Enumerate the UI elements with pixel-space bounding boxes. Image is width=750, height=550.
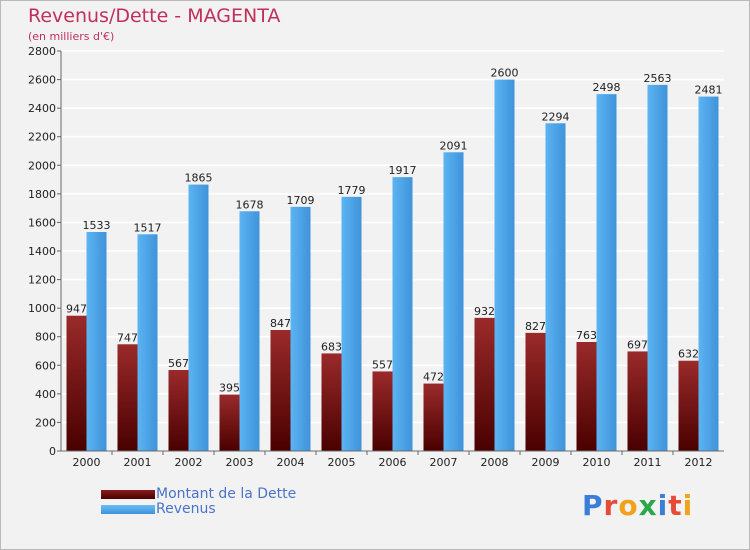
- logo-letter: P: [582, 489, 604, 522]
- logo-letter: t: [668, 489, 683, 522]
- data-label-revenue: 1678: [236, 198, 264, 211]
- y-tick-label: 1800: [28, 188, 56, 201]
- data-labels: 947 1533 747 1517 567 1865 395 1678 847 1709 683 17…: [66, 67, 723, 395]
- data-label-debt: 632: [678, 348, 699, 361]
- bar-debt: [321, 353, 342, 451]
- y-tick-label: 2200: [28, 131, 56, 144]
- y-tick-label: 2000: [28, 159, 56, 172]
- bar-revenue: [647, 84, 668, 451]
- bar-revenue: [341, 196, 362, 451]
- data-label-revenue: 1779: [338, 184, 366, 197]
- data-label-revenue: 1709: [287, 194, 315, 207]
- bar-debt: [678, 360, 699, 451]
- bar-debt: [576, 342, 597, 451]
- y-tick-label: 400: [35, 388, 56, 401]
- x-tick-label: 2002: [175, 456, 203, 469]
- data-label-debt: 847: [270, 317, 291, 330]
- x-tick-label: 2012: [685, 456, 713, 469]
- data-label-debt: 763: [576, 329, 597, 342]
- bar-debt: [168, 370, 189, 451]
- data-label-debt: 827: [525, 320, 546, 333]
- data-label-revenue: 2498: [593, 81, 621, 94]
- x-tick-label: 2001: [124, 456, 152, 469]
- legend-swatch-revenue: [101, 505, 155, 514]
- bar-debt: [627, 351, 648, 451]
- data-label-revenue: 2294: [542, 110, 570, 123]
- logo-letter: r: [603, 489, 619, 522]
- bar-revenue: [596, 94, 617, 452]
- chart-title: Revenus/Dette - MAGENTA: [28, 5, 281, 27]
- data-label-revenue: 1517: [134, 221, 162, 234]
- data-label-debt: 697: [627, 338, 648, 351]
- data-label-debt: 567: [168, 357, 189, 370]
- x-tick-label: 2008: [481, 456, 509, 469]
- y-tick-label: 800: [35, 331, 56, 344]
- bar-debt: [474, 317, 495, 451]
- y-tick-label: 2600: [28, 74, 56, 87]
- legend-swatch-debt: [101, 490, 155, 499]
- data-label-debt: 932: [474, 305, 495, 318]
- data-label-revenue: 2481: [695, 84, 723, 97]
- x-tick-label: 2005: [328, 456, 356, 469]
- bar-revenue: [86, 232, 107, 451]
- y-tick-label: 2800: [28, 45, 56, 58]
- data-label-debt: 395: [219, 382, 240, 395]
- logo-letter: i: [657, 489, 669, 522]
- x-tick-label: 2000: [73, 456, 101, 469]
- y-tick-label: 600: [35, 359, 56, 372]
- chart-subtitle: (en milliers d'€): [28, 30, 115, 43]
- bar-debt: [117, 344, 138, 451]
- bar-debt: [219, 394, 240, 451]
- x-tick-label: 2010: [583, 456, 611, 469]
- bar-debt: [423, 383, 444, 451]
- bar-debt: [372, 371, 393, 451]
- bar-revenue: [545, 123, 566, 452]
- bar-debt: [66, 315, 87, 451]
- y-tick-label: 1000: [28, 302, 56, 315]
- data-label-revenue: 1917: [389, 164, 417, 177]
- bar-revenue: [443, 152, 464, 452]
- y-tick-label: 0: [49, 445, 56, 458]
- bar-revenue: [494, 79, 515, 452]
- x-tick-label: 2009: [532, 456, 560, 469]
- bar-revenue: [239, 211, 260, 451]
- data-label-debt: 557: [372, 358, 393, 371]
- data-label-debt: 683: [321, 340, 342, 353]
- bar-revenue: [392, 177, 413, 451]
- y-tick-label: 1600: [28, 216, 56, 229]
- bar-debt: [525, 332, 546, 451]
- bar-revenue: [188, 184, 209, 452]
- y-tick-label: 2400: [28, 102, 56, 115]
- data-label-revenue: 2563: [644, 72, 672, 85]
- x-tick-label: 2004: [277, 456, 305, 469]
- bar-debt: [270, 330, 291, 451]
- y-tick-label: 1200: [28, 274, 56, 287]
- logo-letter: x: [638, 489, 658, 522]
- logo-letter: o: [618, 489, 639, 522]
- x-tick-label: 2006: [379, 456, 407, 469]
- proxiti-logo: Proxiti: [582, 489, 693, 522]
- bar-revenue: [137, 234, 158, 451]
- data-label-debt: 472: [423, 371, 444, 384]
- axes: 0 200 400 600 800 1000 1200 1400 1600 1800 2000 220…: [28, 45, 724, 469]
- logo-letter: i: [682, 489, 694, 522]
- legend-label-revenue: Revenus: [156, 501, 216, 517]
- y-tick-label: 200: [35, 416, 56, 429]
- y-tick-label: 1400: [28, 245, 56, 258]
- bars: [66, 79, 719, 452]
- data-label-revenue: 2091: [440, 139, 468, 152]
- data-label-revenue: 1865: [185, 172, 213, 185]
- bar-revenue: [290, 206, 311, 451]
- data-label-debt: 947: [66, 303, 87, 316]
- x-tick-label: 2011: [634, 456, 662, 469]
- x-tick-label: 2003: [226, 456, 254, 469]
- data-label-debt: 747: [117, 331, 138, 344]
- bar-revenue: [698, 96, 719, 452]
- x-tick-label: 2007: [430, 456, 458, 469]
- data-label-revenue: 2600: [491, 67, 519, 80]
- legend-label-debt: Montant de la Dette: [156, 486, 297, 502]
- data-label-revenue: 1533: [83, 219, 111, 232]
